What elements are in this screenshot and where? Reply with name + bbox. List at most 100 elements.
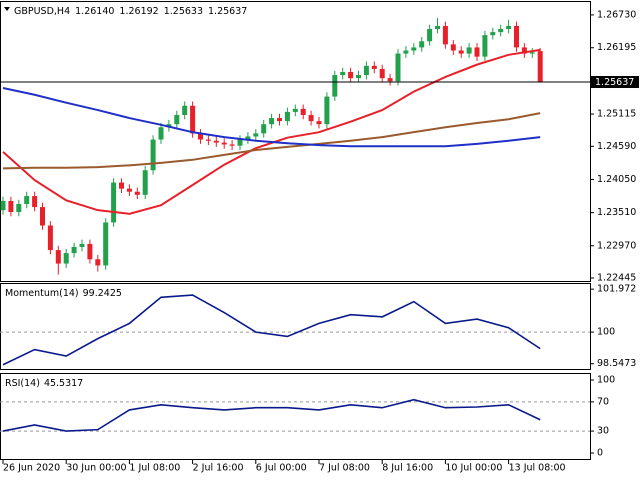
x-tick-label: 30 Jun 00:00	[66, 463, 126, 474]
candle-body	[284, 111, 290, 122]
candle-body	[126, 188, 132, 192]
candle-body	[190, 105, 196, 134]
x-tick-label: 26 Jun 2020	[3, 463, 60, 474]
x-tick-label: 1 Jul 08:00	[129, 463, 180, 474]
pane-border	[0, 1, 591, 282]
y-tick-label: 98.5473	[597, 358, 636, 369]
candle-body	[142, 170, 148, 195]
indicator-line	[2, 398, 541, 432]
candle-body	[71, 247, 77, 254]
candle-body	[40, 207, 45, 226]
candle-body	[245, 136, 251, 140]
indicator-name: RSI(14)	[5, 378, 40, 389]
x-tick-label: 7 Jul 08:00	[319, 463, 370, 474]
candle-body	[158, 127, 164, 140]
candle-body	[403, 50, 409, 54]
y-tick-label: 100	[597, 327, 615, 338]
indicator-name: Momentum(14)	[5, 288, 79, 299]
candle-body	[111, 182, 117, 223]
candle-body	[174, 114, 180, 125]
x-tick-label: 6 Jul 00:00	[256, 463, 307, 474]
candle-body	[450, 44, 456, 51]
y-tick-label: 100	[597, 374, 615, 385]
candle-body	[387, 78, 393, 82]
x-tick-label: 13 Jul 08:00	[509, 463, 566, 474]
pane-border	[0, 373, 591, 460]
candle-body	[300, 108, 306, 115]
y-tick-label: 70	[597, 396, 609, 407]
y-tick-label: 0	[597, 447, 603, 458]
menu-arrow[interactable]	[4, 7, 10, 11]
candle-body	[332, 75, 338, 97]
candle-body	[340, 72, 346, 76]
moving-average	[2, 112, 541, 170]
x-tick-label: 10 Jul 00:00	[445, 463, 502, 474]
indicator-title: Momentum(14) 99.2425	[5, 288, 122, 299]
candle-body	[506, 25, 512, 30]
candle-body	[134, 191, 140, 195]
candle-body	[119, 182, 124, 189]
y-tick-label: 1.22970	[597, 240, 636, 251]
candle-body	[411, 47, 417, 51]
current-price-label: 1.25637	[595, 77, 634, 88]
candle-body	[458, 50, 464, 54]
symbol-timeframe: GBPUSD,H4	[14, 6, 70, 17]
ohlc-value: 1.25637	[208, 6, 247, 17]
candle-body	[277, 118, 282, 122]
candle-body	[316, 121, 322, 125]
y-tick-label: 1.26730	[597, 9, 636, 20]
y-tick-label: 1.26195	[597, 42, 636, 53]
candle-body	[24, 196, 30, 205]
x-tick-label: 8 Jul 16:00	[382, 463, 433, 474]
ohlc-value: 1.26192	[119, 6, 158, 17]
y-tick-label: 30	[597, 426, 609, 437]
candle-body	[498, 29, 504, 33]
candle-body	[308, 114, 314, 122]
candle-body	[213, 140, 219, 143]
candle-body	[435, 25, 440, 30]
candle-body	[55, 250, 61, 264]
indicator-value: 45.5317	[44, 378, 83, 389]
candle-body	[363, 65, 369, 76]
pane-border	[0, 283, 591, 370]
candle-body	[47, 225, 53, 251]
candle-body	[521, 47, 527, 54]
candle-body	[63, 253, 69, 264]
indicator-value: 99.2425	[83, 288, 122, 299]
candle-body	[237, 139, 243, 146]
moving-average	[2, 86, 541, 148]
ohlc-value: 1.26140	[75, 6, 114, 17]
candle-body	[261, 124, 267, 134]
y-tick-label: 1.25115	[597, 109, 636, 120]
candle-body	[103, 222, 109, 266]
candle-body	[442, 25, 448, 45]
candle-body	[379, 68, 385, 79]
candle-body	[150, 139, 156, 171]
candle-body	[490, 32, 496, 36]
candle-body	[182, 105, 188, 115]
candle-body	[79, 243, 85, 247]
candle-body	[371, 65, 377, 69]
candle-body	[269, 118, 275, 125]
candle-body	[529, 52, 535, 54]
candle-body	[95, 259, 101, 266]
candle-body	[221, 142, 227, 145]
candle-body	[32, 196, 38, 208]
candle-body	[16, 204, 22, 212]
candle-body	[0, 200, 6, 211]
y-tick-label: 1.24050	[597, 174, 636, 185]
candle-body	[324, 96, 330, 125]
y-tick-label: 101.972	[597, 284, 636, 295]
candle-body	[482, 35, 488, 57]
candle-body	[205, 139, 211, 141]
candle-body	[292, 108, 298, 112]
chart-title: GBPUSD,H4 1.26140 1.26192 1.25633 1.25637	[14, 6, 247, 17]
ohlc-value: 1.25633	[164, 6, 203, 17]
candle-body	[537, 51, 543, 83]
y-tick-label: 1.24590	[597, 141, 636, 152]
candle-body	[8, 200, 14, 212]
candle-body	[395, 53, 401, 82]
candle-body	[419, 41, 425, 48]
